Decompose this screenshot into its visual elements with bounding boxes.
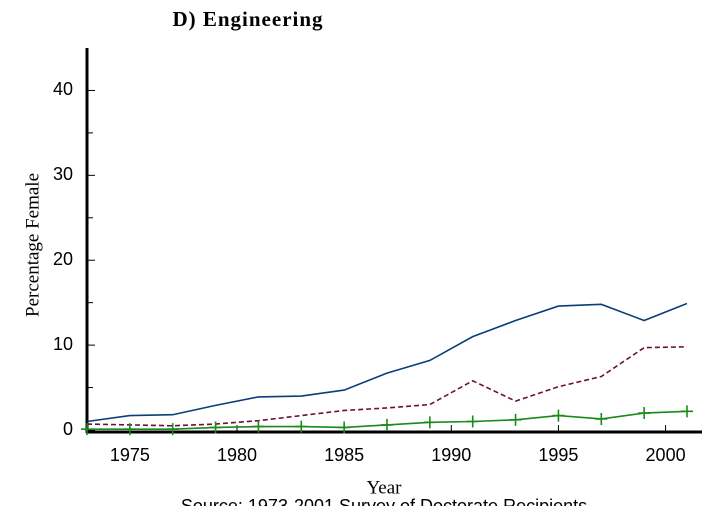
point-marker: [681, 405, 693, 418]
point-marker: [466, 415, 479, 428]
point-marker: [423, 416, 436, 429]
x-tick-label: 1995: [538, 445, 578, 465]
x-tick-label: 1990: [431, 445, 471, 465]
point-marker: [295, 420, 308, 433]
y-tick-label: 10: [53, 334, 73, 354]
point-marker: [209, 421, 222, 434]
x-tick-label: 2000: [646, 445, 686, 465]
point-marker: [338, 421, 351, 434]
x-tick-label: 1980: [217, 445, 257, 465]
chart-title: D) Engineering: [172, 7, 323, 31]
y-tick-label: 30: [53, 164, 73, 184]
point-marker: [123, 423, 136, 436]
point-marker: [166, 423, 179, 436]
series-line: [86, 346, 688, 427]
y-tick-label: 40: [53, 79, 73, 99]
point-marker: [381, 418, 393, 431]
point-marker: [638, 407, 651, 420]
point-marker: [509, 413, 522, 426]
x-tick-label: 1985: [324, 445, 364, 465]
series-line: [86, 302, 688, 423]
x-axis-label: Year: [366, 477, 402, 498]
point-marker: [81, 423, 93, 436]
point-marker: [252, 420, 265, 433]
x-tick-label: 1975: [110, 445, 150, 465]
y-axis-label: Percentage Female: [22, 173, 43, 317]
point-marker: [595, 412, 608, 425]
y-tick-label: 20: [53, 249, 73, 269]
point-marker: [552, 409, 565, 422]
source-note: Source: 1973-2001 Survey of Doctorate Re…: [181, 496, 587, 506]
y-tick-label: 0: [63, 419, 73, 439]
